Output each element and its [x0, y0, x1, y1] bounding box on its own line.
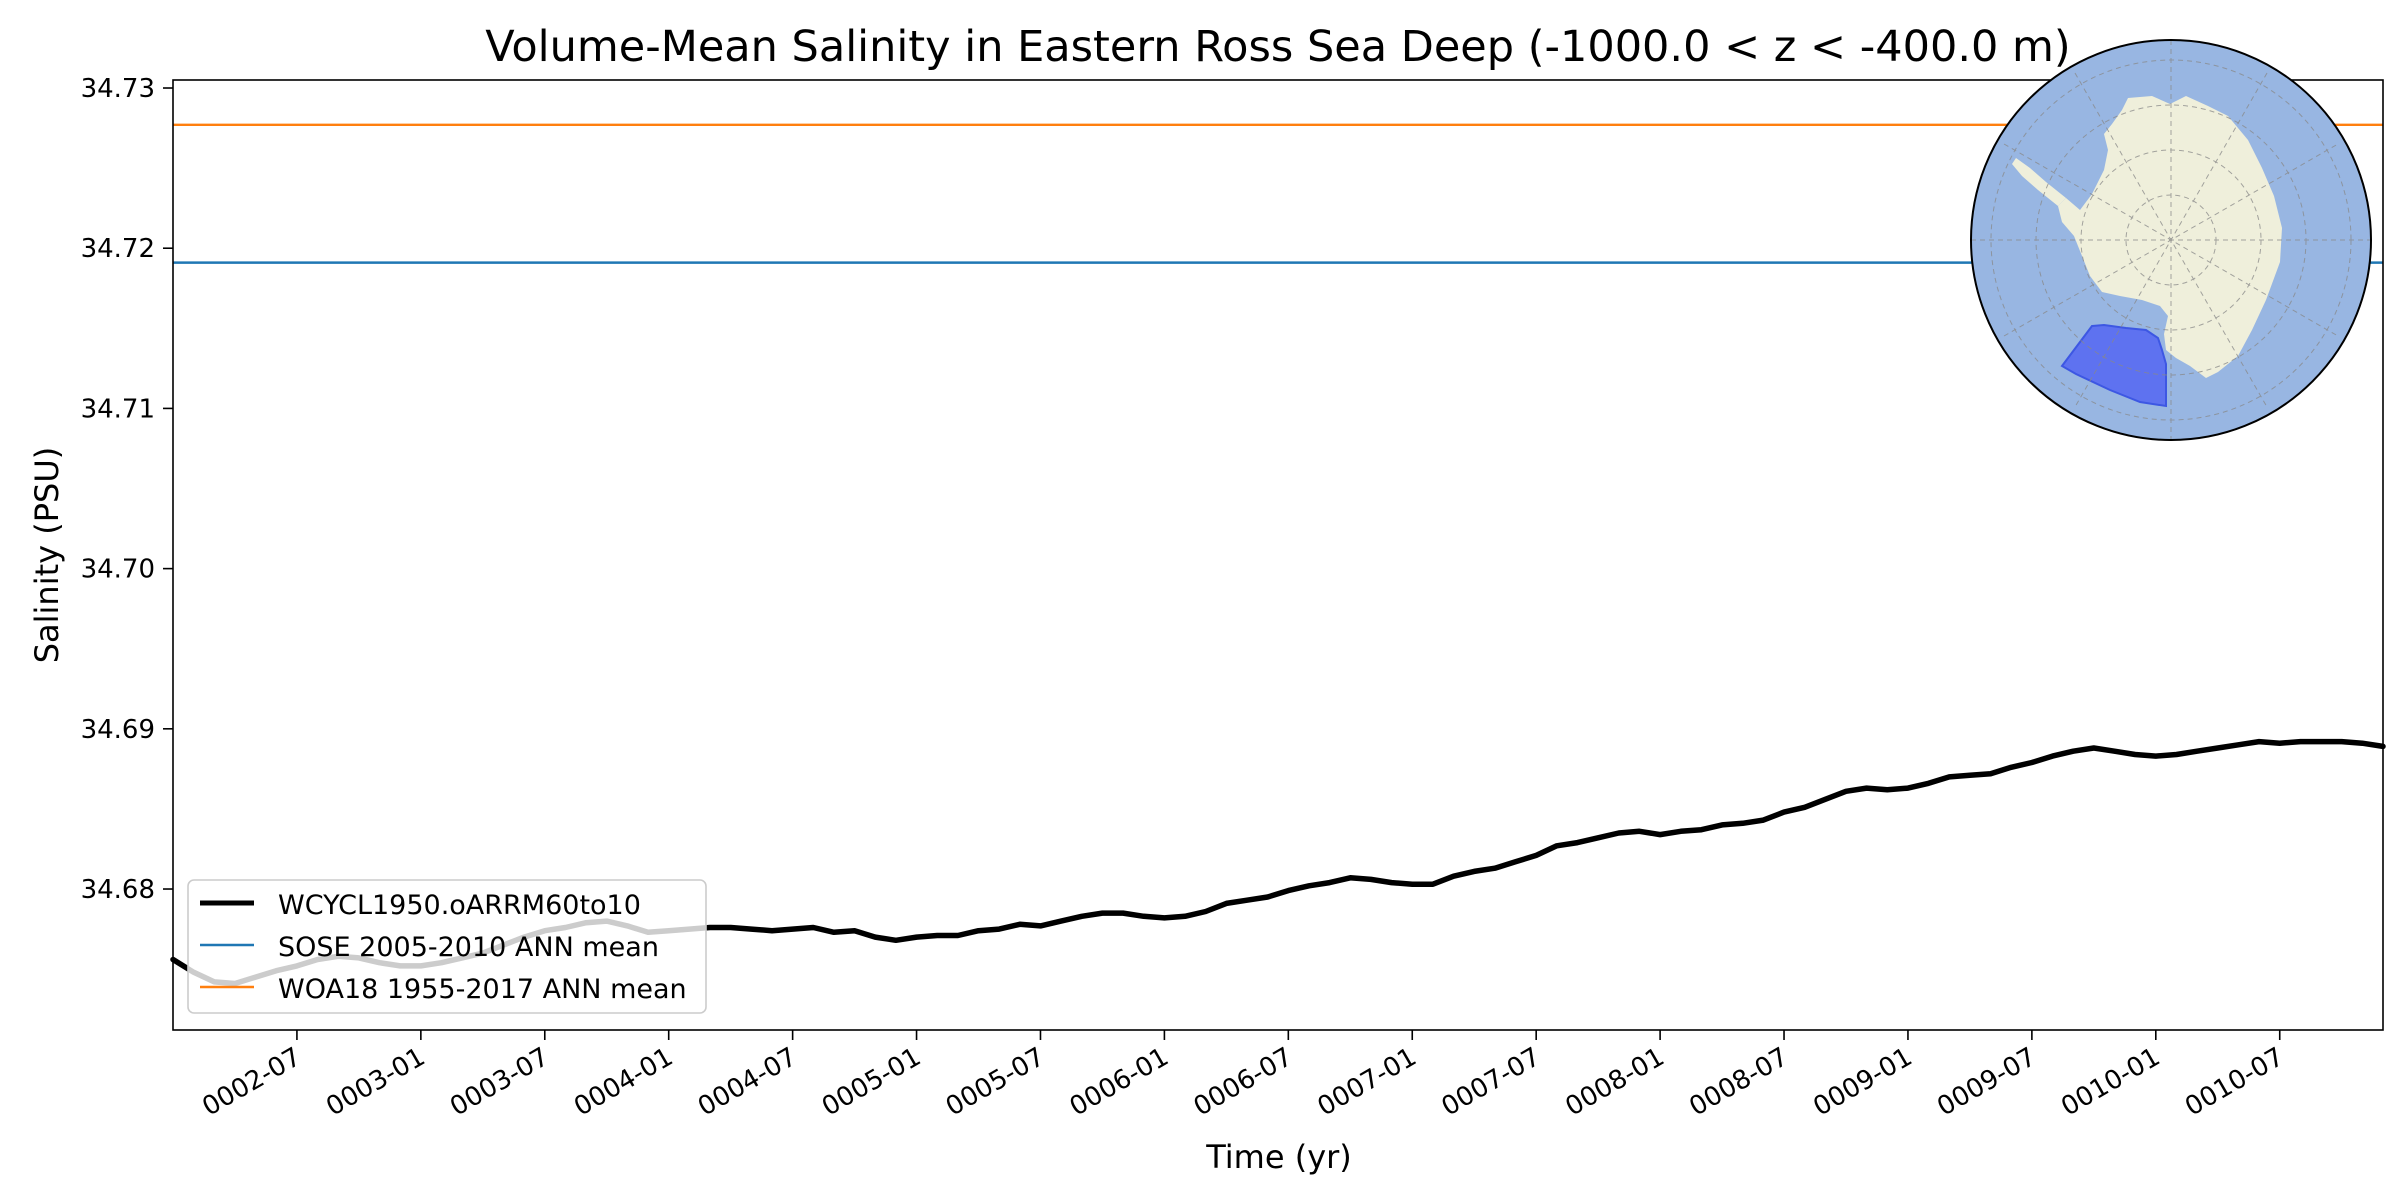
x-tick-label: 0006-01 [1065, 1042, 1174, 1122]
x-tick-label: 0005-07 [941, 1042, 1050, 1122]
legend-label-woa18: WOA18 1955-2017 ANN mean [278, 974, 687, 1005]
map-graticule [1971, 40, 2371, 440]
map-peninsula-land [2012, 158, 2066, 206]
legend: WCYCL1950.oARRM60to10 SOSE 2005-2010 ANN… [187, 879, 707, 1014]
x-axis-label: Time (yr) [1205, 1138, 1352, 1176]
x-tick-label: 0008-07 [1684, 1042, 1793, 1122]
chart-title: Volume-Mean Salinity in Eastern Ross Sea… [485, 22, 2070, 72]
inset-map [1970, 39, 2372, 441]
x-tick-label: 0010-07 [2180, 1042, 2289, 1122]
x-tick-label: 0005-01 [817, 1042, 926, 1122]
x-tick-label: 0007-01 [1313, 1042, 1422, 1122]
x-tick-label: 0003-01 [321, 1042, 430, 1122]
map-antarctica-land [2058, 96, 2282, 378]
x-tick-label: 0004-01 [569, 1042, 678, 1122]
x-tick-label: 0010-01 [2056, 1042, 2165, 1122]
x-tick-label: 0002-07 [197, 1042, 306, 1122]
x-tick-label: 0009-07 [1932, 1042, 2041, 1122]
x-tick-label: 0004-07 [693, 1042, 802, 1122]
y-tick-label: 34.73 [81, 74, 155, 104]
plot-frame [172, 79, 2384, 1031]
y-tick-label: 34.72 [81, 234, 155, 264]
y-tick-label: 34.69 [81, 715, 155, 745]
x-tick-label: 0003-07 [445, 1042, 554, 1122]
legend-label-sose: SOSE 2005-2010 ANN mean [278, 932, 659, 963]
x-tick-label: 0006-07 [1189, 1042, 1298, 1122]
legend-box [187, 879, 707, 1014]
map-selected-region [2060, 323, 2167, 408]
y-tick-label: 34.68 [81, 875, 155, 905]
x-tick-label: 0008-01 [1561, 1042, 1670, 1122]
legend-label-model: WCYCL1950.oARRM60to10 [278, 890, 641, 921]
map-border [1970, 39, 2372, 441]
x-tick-label: 0007-07 [1437, 1042, 1546, 1122]
x-tick-label: 0009-01 [1808, 1042, 1917, 1122]
y-axis-label: Salinity (PSU) [28, 447, 66, 664]
y-tick-label: 34.71 [81, 394, 155, 424]
y-tick-label: 34.70 [81, 555, 155, 585]
